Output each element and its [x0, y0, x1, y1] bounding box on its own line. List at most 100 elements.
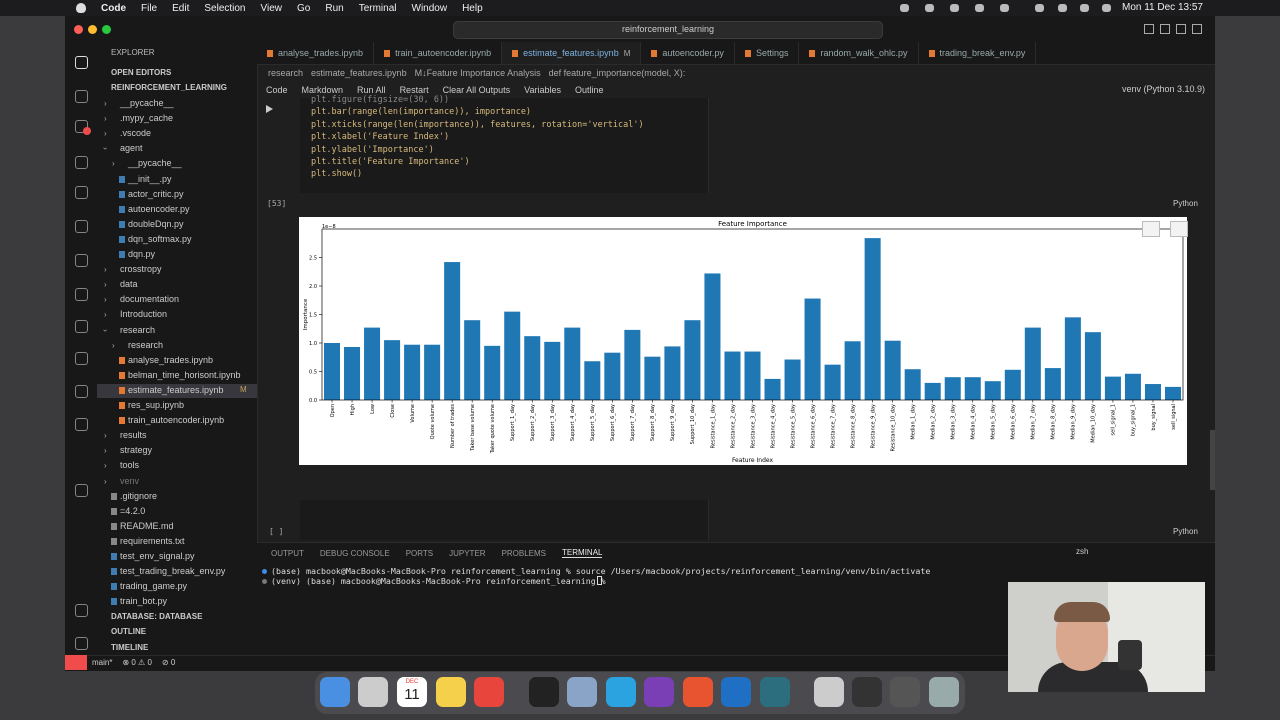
dock-icon[interactable]	[358, 677, 388, 707]
file-label[interactable]: analyse_trades.ipynb	[128, 354, 214, 365]
folder-label[interactable]: __pycache__	[128, 158, 182, 169]
folder-label[interactable]: research	[120, 324, 156, 335]
folder-label[interactable]: Introduction	[120, 309, 168, 320]
dock-icon[interactable]	[320, 677, 350, 707]
activity-icon[interactable]	[75, 90, 88, 103]
dock-icon[interactable]	[644, 677, 674, 707]
tab[interactable]: train_autoencoder.ipynb	[374, 42, 503, 64]
activity-icon[interactable]	[75, 56, 88, 69]
menu-item[interactable]: Window	[411, 2, 448, 14]
toolbar-button[interactable]: Restart	[399, 84, 429, 95]
file-label[interactable]: .gitignore	[120, 490, 158, 501]
dock-icon[interactable]	[929, 677, 959, 707]
activity-icon[interactable]	[75, 320, 88, 333]
file-label[interactable]: train_autoencoder.ipynb	[128, 415, 225, 426]
menu-item[interactable]: File	[141, 2, 158, 14]
panel-tab[interactable]: TERMINAL	[562, 548, 603, 558]
dock-icon[interactable]	[474, 677, 504, 707]
file-label[interactable]: =4.2.0	[120, 505, 146, 516]
folder-label[interactable]: __pycache__	[120, 98, 174, 108]
minimize-button[interactable]	[88, 25, 97, 34]
menu-item[interactable]: Help	[462, 2, 483, 14]
dock-icon[interactable]: DEC 11	[397, 677, 427, 707]
panel-tab[interactable]: DEBUG CONSOLE	[319, 548, 390, 558]
tab-label[interactable]: trading_break_env.py	[939, 48, 1026, 58]
file-label[interactable]: train_bot.py	[120, 596, 168, 607]
close-button[interactable]	[74, 25, 83, 34]
file-label[interactable]: doubleDqn.py	[128, 218, 184, 229]
activity-icon[interactable]	[75, 604, 88, 617]
branch[interactable]: main*	[92, 658, 113, 667]
dock-icon[interactable]	[721, 677, 751, 707]
activity-icon[interactable]	[75, 186, 88, 199]
tab-label[interactable]: autoencoder.py	[662, 48, 724, 58]
folder-label[interactable]: agent	[120, 143, 143, 154]
kernel-picker[interactable]: venv (Python 3.10.9)	[1122, 84, 1206, 94]
tab[interactable]: estimate_features.ipynb M	[502, 42, 642, 64]
activity-icon[interactable]	[75, 120, 88, 133]
file-label[interactable]: __init__.py	[128, 173, 172, 184]
tab[interactable]: Settings	[734, 42, 800, 64]
panel-tab[interactable]: JUPYTER	[449, 548, 486, 558]
dock-icon[interactable]	[852, 677, 882, 707]
activity-icon[interactable]	[75, 484, 88, 497]
layout-toggle[interactable]	[1160, 24, 1170, 34]
folder-label[interactable]: results	[120, 430, 147, 441]
sidebar-section[interactable]: DATABASE: DATABASE	[111, 612, 203, 621]
run-cell[interactable]	[266, 105, 273, 113]
breadcrumb-item[interactable]: M↓Feature Importance Analysis	[414, 68, 541, 78]
dock-icon[interactable]	[890, 677, 920, 707]
file-label[interactable]: test_trading_break_env.py	[120, 566, 226, 577]
dock-icon[interactable]	[436, 677, 466, 707]
file-label[interactable]: requirements.txt	[120, 535, 185, 546]
file-label[interactable]: actor_critic.py	[128, 188, 184, 199]
activity-icon[interactable]	[75, 288, 88, 301]
breadcrumb-item[interactable]: estimate_features.ipynb	[311, 68, 407, 78]
zoom-button[interactable]	[102, 25, 111, 34]
file-label[interactable]: autoencoder.py	[128, 203, 190, 214]
tab-label[interactable]: random_walk_ohlc.py	[820, 48, 908, 58]
file-label[interactable]: res_sup.ipynb	[128, 400, 185, 410]
panel-tab[interactable]: PORTS	[405, 548, 434, 558]
folder-label[interactable]: tools	[120, 460, 140, 471]
tab[interactable]: random_walk_ohlc.py	[799, 42, 919, 64]
folder-label[interactable]: venv	[120, 475, 140, 486]
toolbar-button[interactable]: Run All	[357, 84, 386, 95]
tab-label[interactable]: analyse_trades.ipynb	[278, 48, 364, 58]
folder-label[interactable]: crosstropy	[120, 264, 162, 275]
file-label[interactable]: belman_time_horisont.ipynb	[128, 369, 241, 380]
activity-icon[interactable]	[75, 156, 88, 169]
folder-label[interactable]: .mypy_cache	[120, 113, 174, 124]
sidebar-section[interactable]: OUTLINE	[111, 627, 147, 637]
tab-label[interactable]: estimate_features.ipynb	[523, 48, 619, 58]
file-label[interactable]: dqn_softmax.py	[128, 233, 192, 244]
toolbar-button[interactable]: Variables	[524, 84, 561, 95]
activity-icon[interactable]	[75, 254, 88, 267]
folder-label[interactable]: .vscode	[120, 128, 152, 139]
command-center[interactable]	[453, 21, 883, 39]
layout-toggle[interactable]	[1176, 24, 1186, 34]
dock-icon[interactable]	[760, 677, 790, 707]
folder-label[interactable]: research	[128, 339, 164, 350]
dock-icon[interactable]	[529, 677, 559, 707]
folder-label[interactable]: data	[120, 279, 138, 290]
activity-icon[interactable]	[75, 220, 88, 233]
panel-tab[interactable]: OUTPUT	[271, 548, 304, 558]
apple-menu[interactable]	[76, 3, 86, 13]
terminal-shell[interactable]: zsh	[1076, 547, 1089, 556]
activity-icon[interactable]	[75, 385, 88, 398]
open-editors[interactable]: OPEN EDITORS	[111, 68, 172, 77]
tab-label[interactable]: Settings	[755, 48, 789, 58]
tab-label[interactable]: train_autoencoder.ipynb	[395, 48, 492, 58]
dock-icon[interactable]	[606, 677, 636, 707]
activity-icon[interactable]	[75, 637, 88, 650]
toolbar-button[interactable]: Code	[266, 84, 288, 95]
menu-item[interactable]: Edit	[172, 2, 190, 14]
menu-item[interactable]: View	[260, 2, 283, 14]
dock-icon[interactable]	[567, 677, 597, 707]
toolbar-button[interactable]: Markdown	[301, 84, 344, 95]
menu-item[interactable]: Run	[325, 2, 344, 14]
dock-icon[interactable]	[683, 677, 713, 707]
tab[interactable]: analyse_trades.ipynb	[257, 42, 375, 64]
file-label[interactable]: trading_game.py	[120, 581, 188, 592]
